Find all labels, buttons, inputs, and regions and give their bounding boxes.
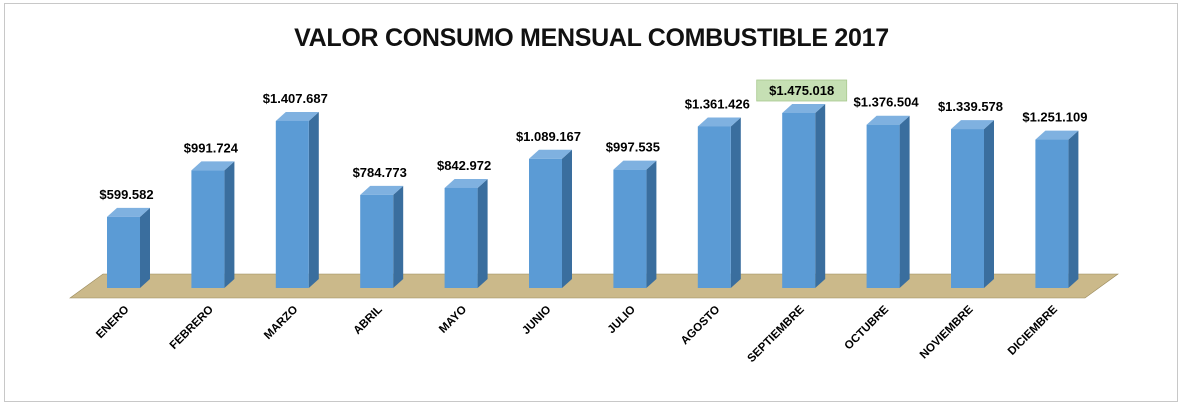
- bar-side: [562, 149, 572, 288]
- x-tick-label: NOVIEMBRE: [918, 303, 976, 361]
- data-label: $1.376.504: [854, 95, 920, 110]
- data-label: $599.582: [99, 187, 153, 202]
- bar-top: [866, 115, 910, 125]
- bar-side: [646, 160, 657, 288]
- chart-title: VALOR CONSUMO MENSUAL COMBUSTIBLE 2017: [294, 24, 889, 52]
- bar-front: [866, 124, 900, 288]
- bar-front: [191, 170, 225, 288]
- x-tick-label: SEPTIEMBRE: [745, 303, 807, 365]
- data-label: $1.339.578: [938, 99, 1003, 114]
- bar-octubre: [866, 115, 910, 288]
- x-tick-label: ABRIL: [351, 304, 384, 337]
- bar-front: [951, 129, 984, 288]
- bar-diciembre: [1035, 130, 1079, 288]
- bar-febrero: [191, 161, 235, 288]
- bar-side: [984, 120, 994, 288]
- x-tick-label: MARZO: [262, 304, 300, 342]
- bar-front: [444, 187, 478, 288]
- bar-side: [140, 207, 150, 288]
- bar-top: [697, 117, 741, 127]
- bar-julio: [613, 160, 657, 288]
- data-label: $842.972: [437, 158, 491, 173]
- bar-top: [951, 120, 994, 130]
- data-label: $1.251.109: [1022, 110, 1087, 125]
- x-tick-label: MAYO: [437, 304, 469, 336]
- bar-side: [393, 185, 404, 288]
- bar-front: [782, 113, 816, 288]
- bar-top: [1035, 130, 1079, 140]
- x-tick-label: OCTUBRE: [843, 303, 892, 352]
- bar-junio: [529, 149, 572, 288]
- bar-marzo: [275, 111, 319, 288]
- bar-enero: [107, 207, 150, 288]
- bar-side: [308, 111, 319, 288]
- bar-top: [613, 160, 657, 170]
- bar-top: [107, 207, 150, 217]
- bar-front: [613, 169, 647, 288]
- x-tick-label: AGOSTO: [679, 304, 723, 348]
- data-label: $1.089.167: [516, 129, 581, 144]
- bar-side: [1068, 130, 1079, 288]
- bar-abril: [360, 185, 404, 288]
- bar-side: [224, 161, 235, 288]
- chart-floor: [69, 273, 1119, 299]
- bar-top: [275, 111, 319, 121]
- bar-agosto: [697, 117, 741, 288]
- data-label-highlight: [756, 79, 848, 102]
- bar-noviembre: [951, 120, 994, 288]
- data-label: $1.361.426: [685, 96, 750, 111]
- bar-front: [360, 194, 394, 288]
- bar-front: [697, 126, 731, 288]
- bar-front: [529, 158, 562, 288]
- data-label: $991.724: [184, 140, 239, 155]
- bar-side: [477, 178, 488, 288]
- bar-septiembre: [782, 104, 826, 288]
- data-label: $1.475.018: [769, 83, 834, 98]
- x-tick-label: JUNIO: [520, 304, 553, 337]
- data-label: $997.535: [606, 140, 660, 155]
- x-tick-label: FEBRERO: [168, 304, 216, 352]
- bar-top: [360, 185, 404, 195]
- bar-side: [730, 117, 741, 288]
- bar-top: [444, 178, 488, 188]
- bar-front: [275, 120, 309, 288]
- bar-top: [529, 149, 572, 159]
- bar-front: [1035, 139, 1069, 288]
- bar-front: [107, 216, 140, 288]
- data-label: $784.773: [353, 165, 407, 180]
- bar-side: [899, 115, 910, 288]
- x-tick-label: JULIO: [606, 304, 638, 336]
- bar-top: [191, 161, 235, 171]
- data-label: $1.407.687: [263, 91, 328, 106]
- bar-top: [782, 104, 826, 113]
- x-tick-label: ENERO: [94, 304, 131, 341]
- bar-mayo: [444, 178, 488, 288]
- bar-side: [815, 104, 826, 288]
- x-tick-label: DICIEMBRE: [1006, 303, 1060, 357]
